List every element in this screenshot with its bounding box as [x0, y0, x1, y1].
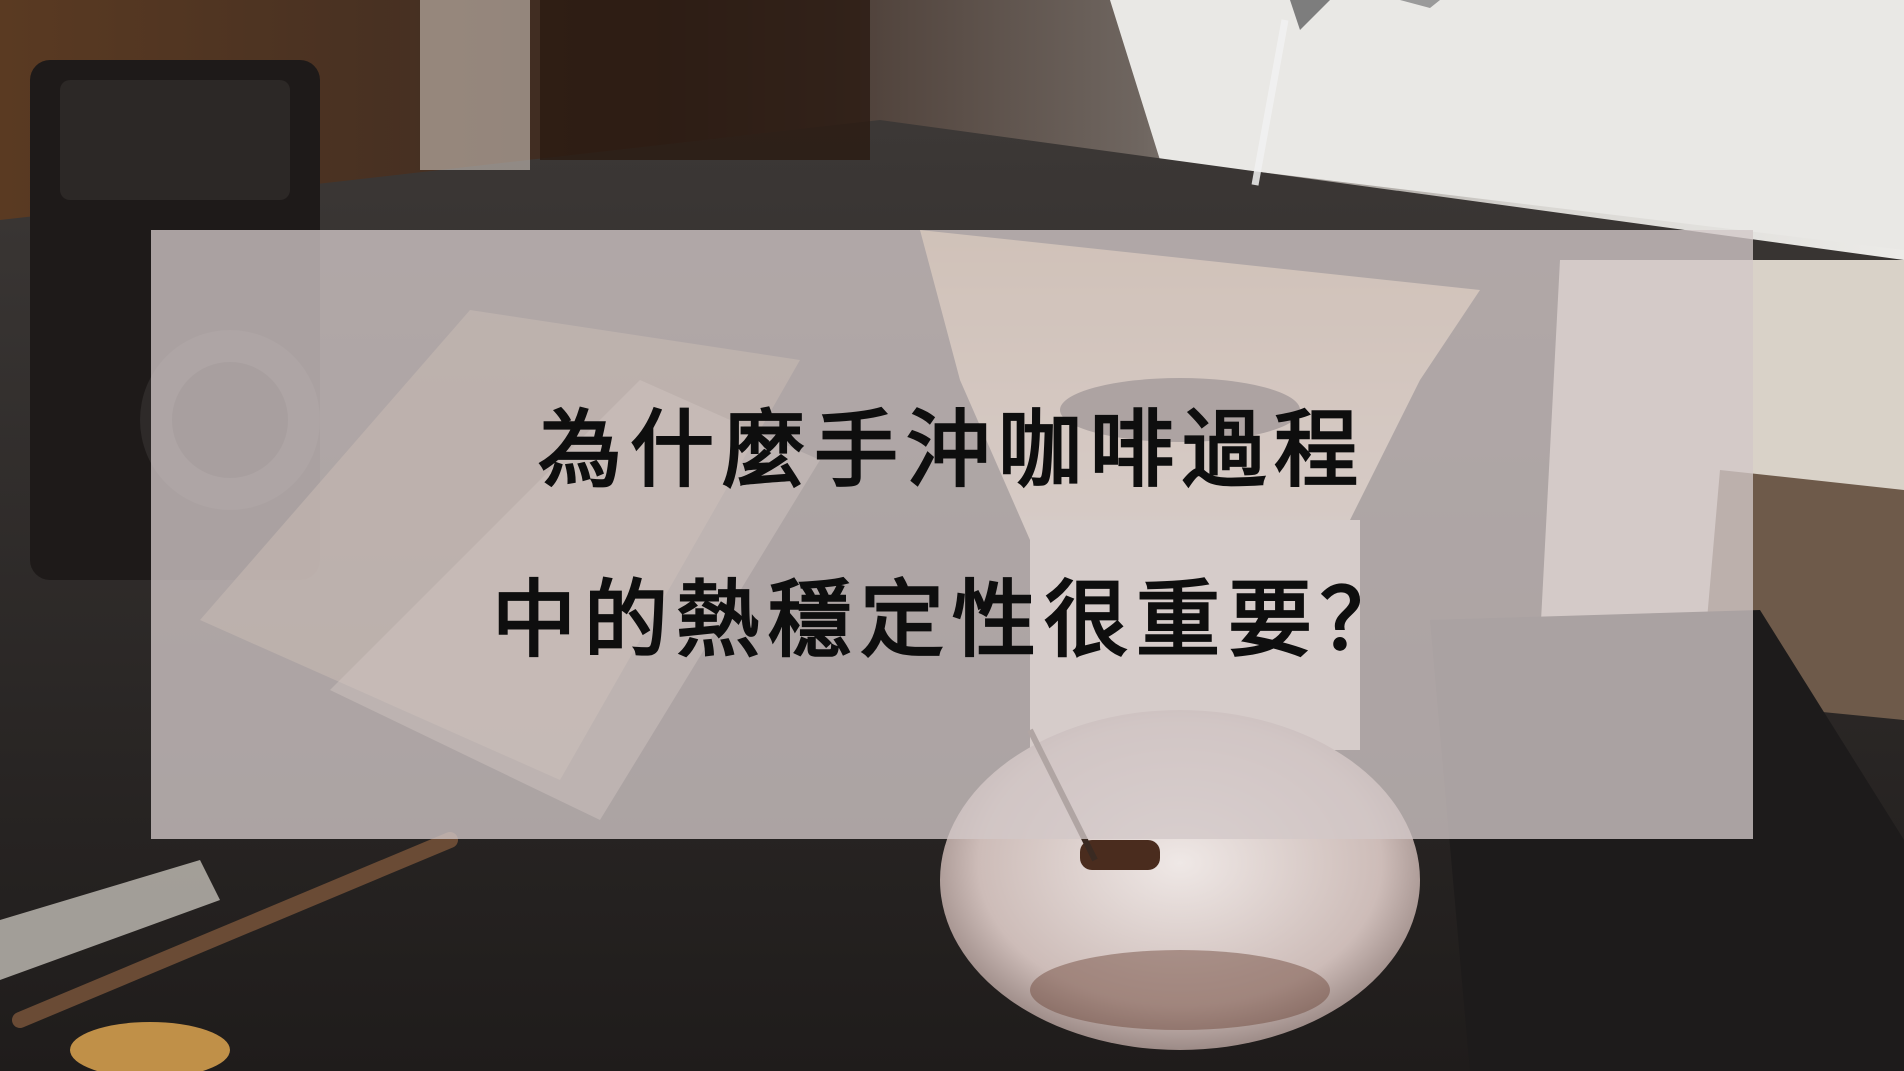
headline-line-2: 中的熱穩定性很重要？ — [491, 570, 1412, 669]
title-overlay-card — [151, 230, 1753, 839]
headline: 為什麼手沖咖啡過程 中的熱穩定性很重要？ — [151, 230, 1753, 839]
headline-line-1: 為什麼手沖咖啡過程 — [537, 400, 1366, 499]
